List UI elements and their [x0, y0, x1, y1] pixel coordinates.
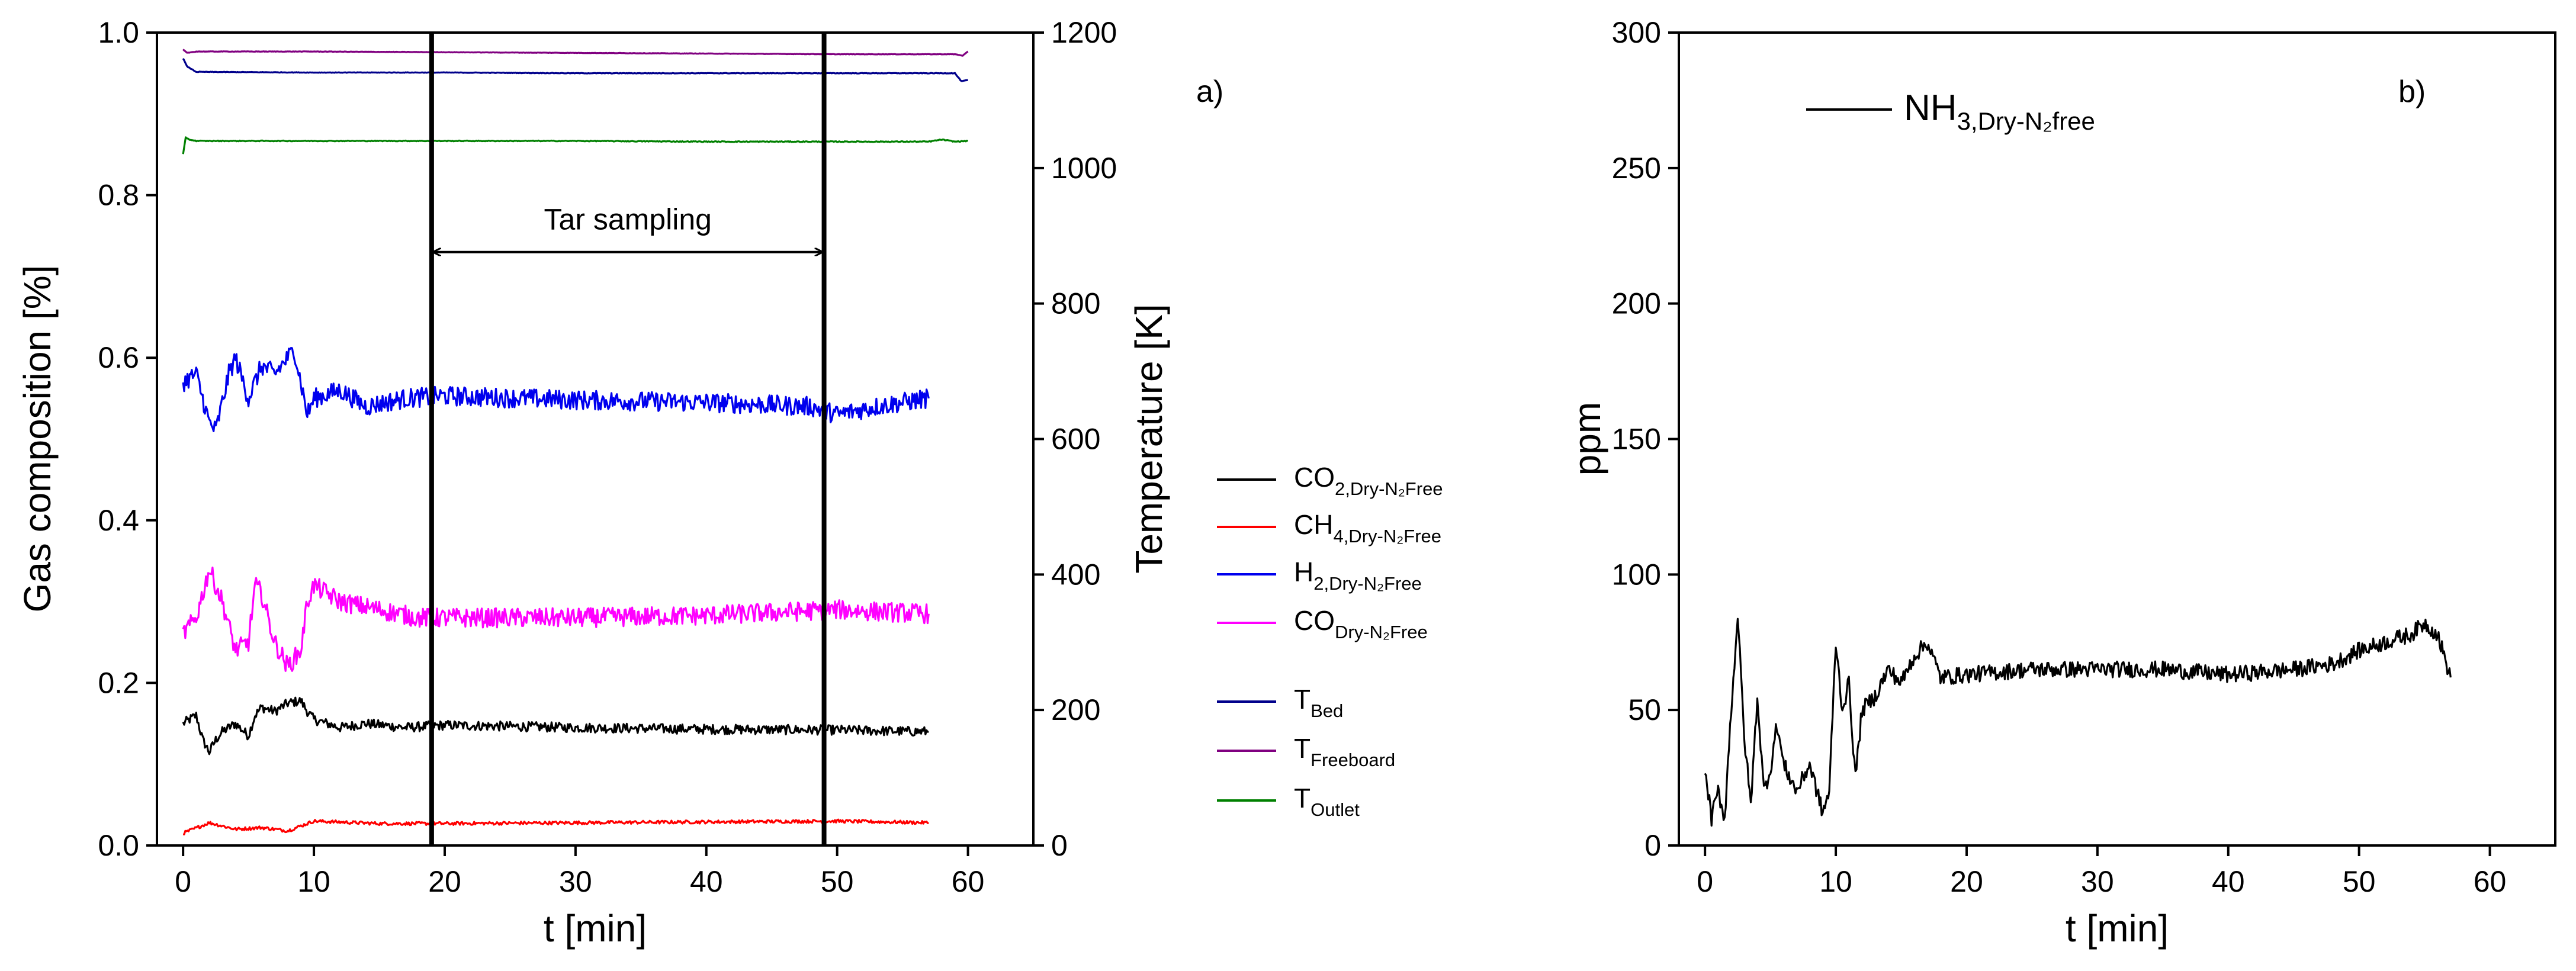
panel-a-vertical-lines — [432, 33, 824, 845]
panel-a-y-ticks-left: 0.0 0.2 0.4 0.6 0.8 1.0 — [98, 16, 157, 862]
panel-a-left-y-tick-label: 0.0 — [98, 829, 139, 862]
panel-a-x-tick-label: 20 — [428, 865, 461, 898]
panel-a-x-axis-title: t [min] — [544, 907, 647, 950]
panel-a-x-tick-label: 0 — [175, 865, 191, 898]
panel-b-y-tick-label: 50 — [1628, 693, 1661, 726]
panel-b-chart: 0 10 20 30 40 50 60 0 50 100 150 200 250 300 t [min]… — [1566, 16, 2555, 950]
panel-b-y-axis-title: ppm — [1566, 402, 1608, 476]
series-line-4 — [183, 59, 968, 81]
panel-a-right-y-tick-label: 200 — [1051, 693, 1100, 726]
panel-a-x-tick-label: 60 — [952, 865, 985, 898]
tar-sampling-label: Tar sampling — [544, 203, 711, 236]
series-line-b0 — [1705, 619, 2450, 825]
legend-entry-3: CODry-N₂Free — [1294, 605, 1428, 642]
panel-a-right-y-tick-label: 1200 — [1051, 16, 1117, 49]
series-line-0 — [183, 697, 929, 754]
panel-b-x-ticks: 0 10 20 30 40 50 60 — [1697, 845, 2506, 898]
panel-a-x-tick-label: 30 — [559, 865, 592, 898]
panel-b-x-tick-label: 0 — [1697, 865, 1713, 898]
panel-a-x-ticks: 0 10 20 30 40 50 60 — [175, 845, 984, 898]
panel-a-y-axis-title-left: Gas composition [%] — [16, 265, 59, 613]
panel-a-right-y-tick-label: 400 — [1051, 558, 1100, 591]
panel-a-right-y-tick-label: 600 — [1051, 423, 1100, 456]
panel-b-y-tick-label: 0 — [1644, 829, 1661, 862]
panel-b-series-group — [1705, 619, 2450, 825]
panel-b-x-tick-label: 10 — [1819, 865, 1852, 898]
panel-a-right-y-tick-label: 1000 — [1051, 152, 1117, 185]
panel-b-x-tick-label: 30 — [2081, 865, 2114, 898]
panel-b-axes-frame — [1679, 33, 2555, 845]
panel-a-left-y-tick-label: 0.4 — [98, 504, 139, 537]
panel-b-y-tick-label: 250 — [1612, 152, 1661, 185]
panel-a-y-ticks-right: 0 200 400 600 800 1000 1200 — [1033, 16, 1117, 862]
panel-b-y-tick-label: 300 — [1612, 16, 1661, 49]
panel-a-legend: CO2,Dry-N₂Free CH4,Dry-N₂Free H2,Dry-N₂Fre… — [1217, 462, 1443, 820]
panel-a-label: a) — [1196, 75, 1223, 109]
panel-a-series-group — [183, 49, 968, 834]
panel-a-plot-border — [157, 33, 1033, 845]
panel-b-legend: NH3,Dry-N₂free — [1806, 88, 2095, 135]
panel-a-x-tick-label: 40 — [690, 865, 723, 898]
panel-b-x-tick-label: 50 — [2343, 865, 2376, 898]
panel-a-chart: Tar sampling 0 10 20 30 40 50 60 0.00.20.40.60… — [16, 16, 1223, 950]
series-line-5 — [183, 49, 968, 56]
tar-sampling-annotation: Tar sampling — [434, 203, 822, 252]
panel-b-label: b) — [2398, 75, 2426, 109]
panel-a-y-axis-title-right: Temperature [K] — [1128, 304, 1170, 573]
panel-b-plot-border — [1679, 33, 2555, 845]
panel-a-left-y-tick-label: 1.0 — [98, 16, 139, 49]
panel-b-y-tick-label: 100 — [1612, 558, 1661, 591]
panel-a-left-y-tick-label: 0.8 — [98, 179, 139, 212]
legend-entry-5: TFreeboard — [1294, 733, 1395, 770]
panel-b-y-tick-label: 200 — [1612, 287, 1661, 320]
panel-b-legend-entry-0: NH3,Dry-N₂free — [1904, 88, 2095, 135]
panel-b-x-tick-label: 60 — [2474, 865, 2507, 898]
figure: Tar sampling 0 10 20 30 40 50 60 0.00.20.40.60… — [0, 0, 2576, 971]
legend-entry-1: CH4,Dry-N₂Free — [1294, 509, 1441, 546]
panel-b-x-axis-title: t [min] — [2066, 907, 2169, 950]
panel-a-axes-frame — [157, 33, 1033, 845]
panel-a-x-tick-label: 50 — [821, 865, 854, 898]
panel-a-left-y-tick-label: 0.6 — [98, 341, 139, 374]
series-line-6 — [183, 137, 968, 154]
legend-entry-2: H2,Dry-N₂Free — [1294, 557, 1422, 594]
panel-a-left-y-tick-label: 0.2 — [98, 666, 139, 699]
panel-b-y-tick-label: 150 — [1612, 423, 1661, 456]
panel-a-right-y-tick-label: 800 — [1051, 287, 1100, 320]
legend-entry-6: TOutlet — [1294, 783, 1360, 820]
legend-entry-0: CO2,Dry-N₂Free — [1294, 462, 1443, 499]
panel-b-x-tick-label: 20 — [1950, 865, 1983, 898]
panel-b-y-ticks: 0 50 100 150 200 250 300 — [1612, 16, 1679, 862]
series-line-2 — [183, 348, 929, 432]
legend-entry-4: TBed — [1294, 684, 1343, 721]
panel-b-x-tick-label: 40 — [2212, 865, 2245, 898]
panel-a-right-y-tick-label: 0 — [1051, 829, 1068, 862]
panel-a-x-tick-label: 10 — [297, 865, 330, 898]
series-line-3 — [183, 568, 929, 671]
series-line-1 — [183, 819, 929, 834]
